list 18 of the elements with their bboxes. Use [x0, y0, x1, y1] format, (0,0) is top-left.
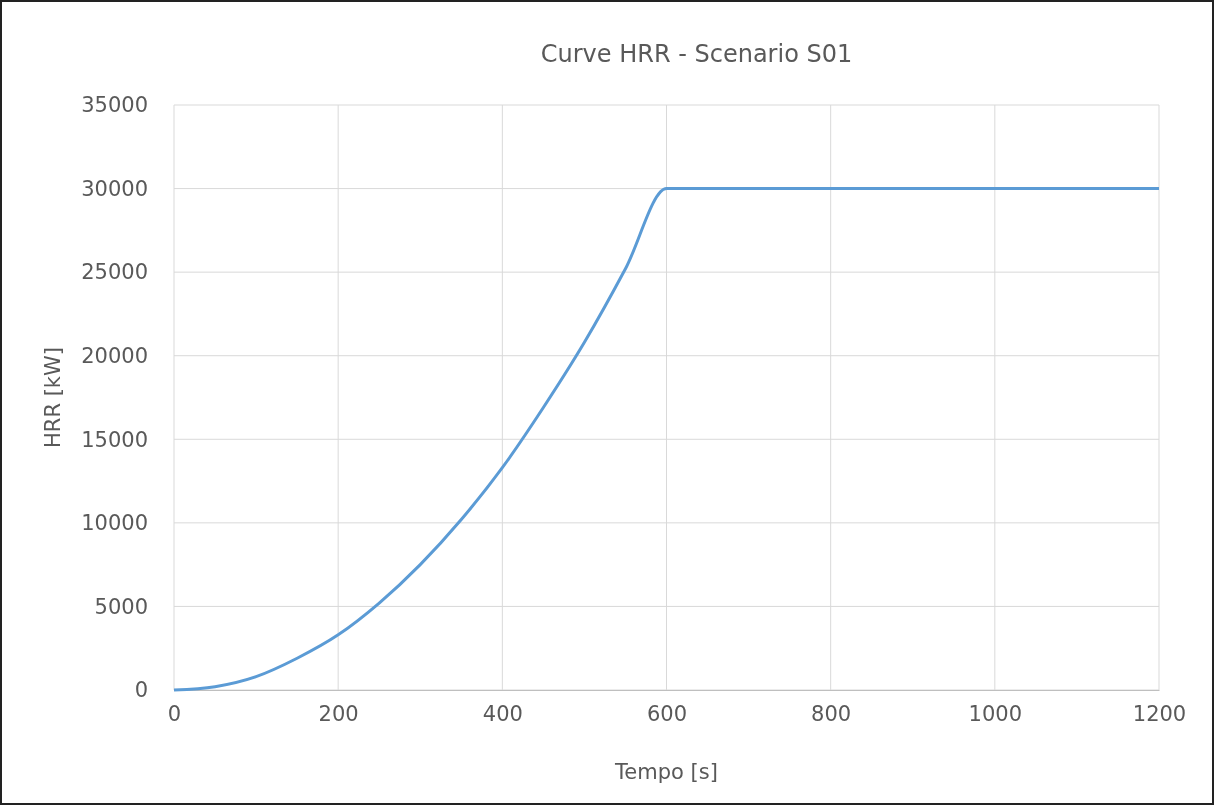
x-axis-title: Tempo [s] — [614, 760, 718, 784]
x-tick-label: 800 — [811, 701, 852, 726]
y-tick-label: 0 — [134, 678, 148, 703]
y-tick-label: 20000 — [81, 343, 148, 368]
y-tick-label: 10000 — [81, 511, 148, 536]
x-tick-label: 1000 — [968, 701, 1023, 726]
x-tick-label: 0 — [167, 701, 182, 726]
y-tick-label: 15000 — [81, 427, 148, 452]
x-tick-label: 200 — [318, 701, 359, 726]
chart-title: Curve HRR - Scenario S01 — [540, 40, 853, 68]
y-axis-title: HRR [kW] — [41, 347, 65, 448]
y-tick-label: 25000 — [81, 260, 148, 285]
x-tick-label: 1200 — [1132, 701, 1187, 726]
y-tick-label: 35000 — [81, 93, 148, 118]
x-tick-label: 600 — [646, 701, 688, 726]
y-tick-label: 5000 — [94, 594, 148, 619]
y-tick-label: 30000 — [81, 176, 148, 201]
x-tick-label: 400 — [482, 701, 523, 726]
